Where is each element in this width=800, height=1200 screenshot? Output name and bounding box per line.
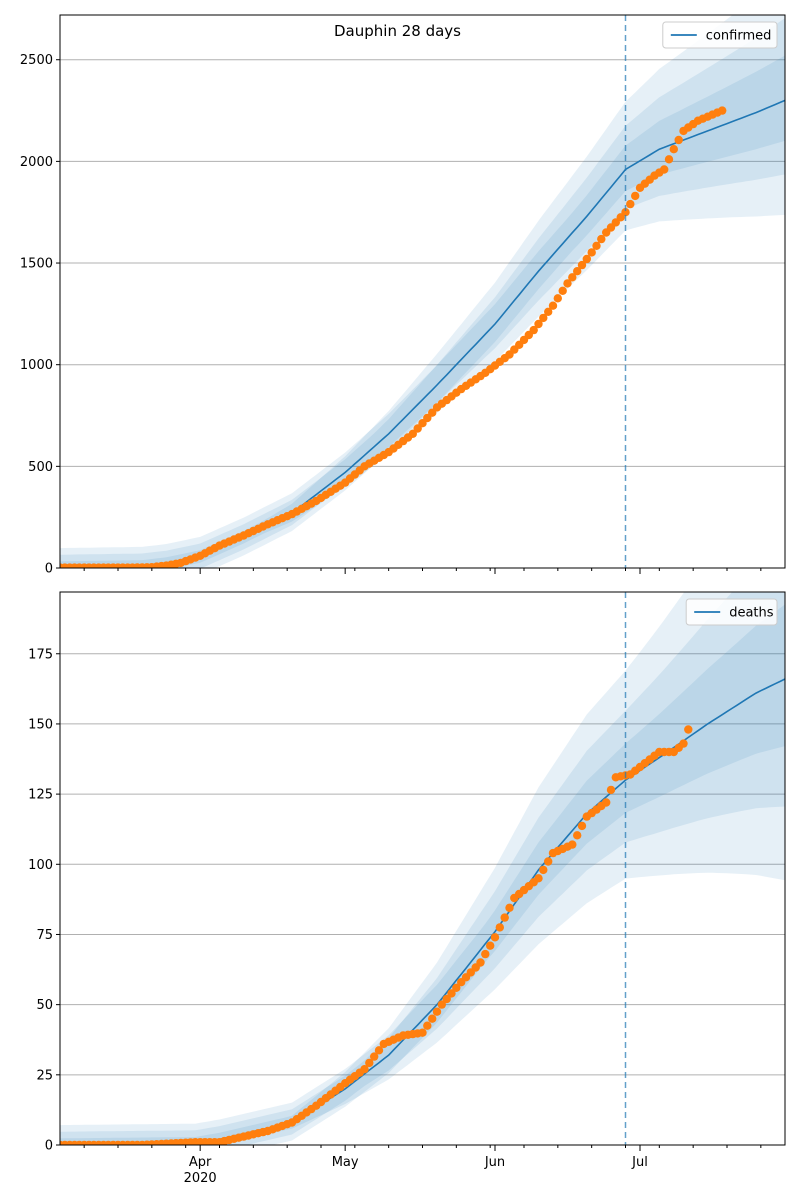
data-point (534, 319, 543, 329)
data-point (437, 1000, 446, 1009)
data-point (544, 857, 553, 866)
data-point (558, 286, 567, 295)
data-point (360, 1065, 369, 1074)
plot-area (60, 592, 785, 1145)
y-tick-label: 100 (28, 858, 53, 873)
y-tick-label: 50 (36, 998, 53, 1013)
data-point (674, 135, 683, 145)
legend-label: deaths (729, 606, 774, 621)
y-tick-label: 0 (45, 1139, 53, 1154)
data-point (476, 958, 485, 967)
legend-box (662, 21, 778, 49)
data-point (592, 241, 601, 250)
data-point (486, 941, 495, 950)
x-tick-sublabel: 2020 (184, 1171, 217, 1186)
y-tick-label: 150 (28, 717, 53, 732)
data-point (669, 145, 678, 154)
data-point (423, 413, 432, 423)
data-point (684, 725, 693, 734)
y-tick-label: 175 (28, 647, 53, 662)
data-point (660, 165, 669, 174)
data-point (577, 260, 587, 270)
y-tick-label: 75 (36, 928, 53, 943)
data-point (452, 983, 461, 992)
data-point (568, 273, 577, 282)
data-point (423, 1021, 432, 1030)
data-point (679, 739, 688, 748)
y-tick-label: 500 (28, 460, 53, 475)
y-tick-label: 2000 (20, 155, 53, 170)
data-point (573, 831, 582, 840)
chart-panel-confirmed: 0 500 1000 1500 2000 2500 Dauphin 28 days confi… (20, 14, 786, 577)
data-point (481, 949, 490, 959)
data-point (374, 1046, 384, 1055)
data-point (442, 994, 451, 1004)
data-point (500, 913, 509, 922)
data-point (534, 874, 543, 883)
data-point (621, 208, 630, 217)
data-point (539, 313, 548, 323)
x-tick-label: Jun (484, 1155, 505, 1170)
data-point (602, 798, 611, 807)
y-tick-label: 0 (45, 562, 53, 577)
data-point (664, 155, 674, 164)
data-point (490, 933, 500, 942)
data-point (447, 989, 456, 998)
x-tick-label: Jul (631, 1155, 648, 1170)
data-point (587, 248, 596, 257)
data-point (505, 903, 514, 912)
data-point (582, 254, 591, 264)
data-point (370, 1052, 379, 1061)
y-tick-label: 25 (36, 1068, 53, 1083)
data-point (568, 840, 577, 849)
data-point (626, 199, 635, 209)
data-point (548, 301, 558, 310)
x-tick-label: May (332, 1155, 359, 1170)
data-point (418, 1028, 427, 1037)
x-tick-label: Apr (189, 1155, 212, 1170)
y-tick-label: 2500 (20, 53, 53, 68)
y-tick-label: 125 (28, 788, 53, 803)
data-point (563, 279, 572, 288)
data-point (631, 191, 640, 201)
data-point (539, 865, 548, 875)
data-point (495, 923, 504, 932)
data-point (573, 267, 582, 276)
uncertainty-band (60, 592, 785, 1145)
chart-title: Dauphin 28 days (334, 22, 461, 40)
uncertainty-band (60, 604, 785, 1145)
uncertainty-band (60, 15, 785, 568)
data-point (432, 1007, 442, 1016)
data-point (428, 1014, 437, 1023)
data-point (597, 234, 606, 244)
data-point (529, 325, 538, 335)
y-tick-label: 1500 (20, 257, 53, 272)
plot-area (60, 15, 785, 568)
legend-label: confirmed (706, 29, 772, 44)
uncertainty-band (60, 55, 785, 568)
y-tick-label: 1000 (20, 358, 53, 373)
data-point (544, 307, 553, 316)
uncertainty-band (60, 18, 785, 568)
data-point (365, 1058, 374, 1068)
data-point (606, 785, 616, 795)
data-point (577, 821, 587, 831)
data-point (718, 106, 727, 115)
legend-box (685, 598, 778, 626)
data-point (408, 429, 417, 438)
data-point (553, 294, 562, 303)
